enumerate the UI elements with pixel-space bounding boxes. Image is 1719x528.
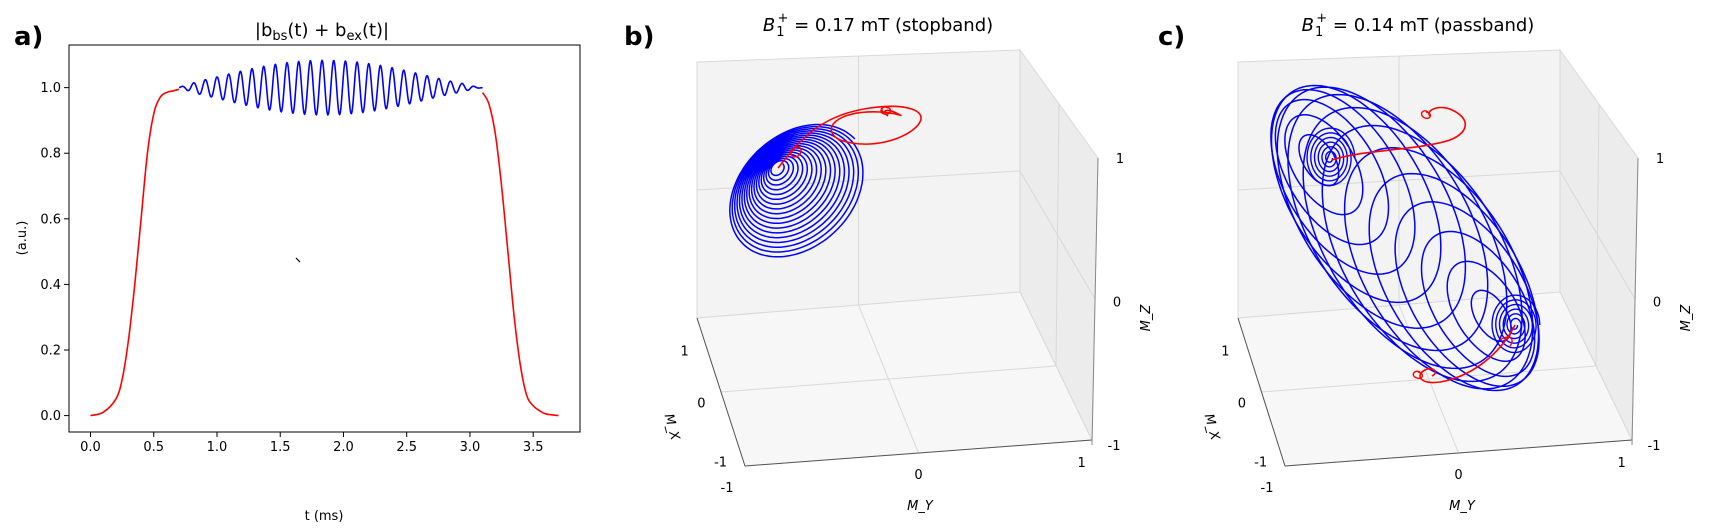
trajectory-ring-10	[1343, 147, 1534, 390]
z-axis-line	[1631, 157, 1639, 446]
x-tick-label: 0.5	[143, 440, 164, 455]
y-tick-label: 0.4	[40, 278, 61, 293]
y-axis-line	[744, 439, 1093, 467]
x-tick-label: 0	[697, 396, 705, 411]
trajectory-red-bottom-curl	[1412, 370, 1424, 380]
panel-b: b) B1+ = 0.17 mT (stopband) 1 0 -1 -1 0 1 1 0 -1…	[624, 11, 1154, 514]
x-tick-label: 2.5	[396, 440, 417, 455]
panel-a: a) |bbs(t) + bex(t)| 0.0 0.5 1.0 1.5 2.0 2.5 3…	[14, 20, 581, 524]
panel-a-y-ticks: 0.0 0.2 0.4 0.6 0.8 1.0	[40, 81, 69, 424]
z-tick-label: 0	[1653, 296, 1661, 311]
trajectory-ring-13	[1420, 230, 1536, 378]
trajectory-pole-spiral-1	[1491, 294, 1541, 354]
y-tick-label: 0.2	[40, 344, 61, 359]
z-tick-label: 1	[1656, 152, 1664, 167]
trajectory-ring-12	[1394, 201, 1540, 388]
panel-b-3d-axes: 1 0 -1 -1 0 1 1 0 -1 M_X M_Y M_Z	[661, 48, 1154, 514]
x-tick-label: 3.5	[523, 440, 544, 455]
z-tick-label: 0	[1113, 296, 1121, 311]
trajectory-red-top	[1331, 106, 1467, 161]
x-tick-label: 1	[680, 345, 688, 360]
panel-a-stray-mark	[295, 257, 301, 263]
y-tick-label: -1	[1261, 481, 1274, 496]
x-tick-label: -1	[714, 456, 727, 471]
panel-c-title: B1+ = 0.14 mT (passband)	[1302, 11, 1535, 40]
panel-b-title: B1+ = 0.17 mT (stopband)	[763, 11, 993, 40]
trajectory-red-curl	[880, 106, 892, 116]
trajectory-ring-2	[1284, 114, 1364, 216]
z-tick-label: 1	[1116, 152, 1124, 167]
series-line-2	[481, 92, 559, 417]
panel-a-ylabel: (a.u.)	[15, 221, 30, 256]
trajectory-ring-9	[1321, 124, 1523, 383]
trajectory-ring-11	[1368, 172, 1540, 392]
x-tick-label: 2.0	[333, 440, 354, 455]
trajectory-spiral-blue	[729, 123, 864, 258]
y-axis-label: M_Y	[1449, 499, 1476, 514]
trajectory-red-top-curl	[1420, 110, 1432, 120]
trajectory-red-mid	[1499, 336, 1513, 347]
y-axis-line	[1284, 439, 1633, 467]
panel-c-3d-axes: 1 0 -1 -1 0 1 1 0 -1 M_X M_Y M_Z	[1201, 48, 1694, 514]
x-tick-label: -1	[1254, 456, 1267, 471]
panel-a-x-ticks: 0.0 0.5 1.0 1.5 2.0 2.5 3.0 3.5	[80, 432, 544, 455]
trajectory-ring-8	[1302, 106, 1508, 370]
y-tick-label: -1	[721, 481, 734, 496]
z-tick-label: -1	[1648, 439, 1661, 454]
x-axis-label: M_X	[1201, 412, 1223, 443]
grid-line	[1559, 170, 1636, 300]
grid-line	[1261, 365, 1597, 393]
grid-line	[1237, 170, 1561, 191]
series-line-0	[90, 88, 180, 417]
y-axis-label: M_Y	[907, 499, 934, 514]
x-tick-label: 1.0	[207, 440, 228, 455]
y-tick-label: 0.0	[40, 409, 61, 424]
y-tick-label: 1	[1077, 456, 1085, 471]
x-axis-label: M_X	[661, 412, 683, 443]
z-axis-line	[1091, 157, 1099, 446]
x-tick-label: 1	[1221, 345, 1229, 360]
x-axis-line	[1237, 317, 1286, 467]
y-tick-label: 1	[1617, 456, 1625, 471]
panel-a-label: a)	[14, 22, 43, 52]
panel-c: c) B1+ = 0.14 mT (passband) 1 0 -1 -1 0 1 1 0 -1…	[1158, 11, 1694, 514]
trajectory-ring-7	[1287, 93, 1489, 352]
grid-line	[1019, 170, 1096, 300]
x-tick-label: 0	[1238, 396, 1246, 411]
panel-a-series	[90, 59, 559, 417]
panel-b-trajectory	[729, 105, 922, 258]
y-tick-label: 1.0	[40, 81, 61, 96]
panel-a-xlabel: t (ms)	[305, 509, 344, 524]
trajectory-ring-6	[1276, 86, 1467, 329]
x-axis-line	[696, 317, 746, 467]
panel-a-title: |bbs(t) + bex(t)|	[255, 20, 389, 44]
y-tick-label: 0.6	[40, 212, 61, 227]
x-tick-label: 0.0	[80, 440, 101, 455]
z-axis-label: M_Z	[1139, 304, 1154, 332]
x-tick-label: 1.5	[270, 440, 291, 455]
grid-line	[720, 365, 1057, 393]
trajectory-red-b	[789, 146, 802, 158]
panel-b-label: b)	[624, 22, 655, 52]
z-tick-label: -1	[1108, 439, 1121, 454]
y-tick-label: 0	[1454, 468, 1462, 483]
panel-c-label: c)	[1158, 22, 1185, 52]
x-tick-label: 3.0	[460, 440, 481, 455]
y-tick-label: 0	[914, 468, 922, 483]
series-line-1	[178, 59, 483, 116]
trajectory-red-bottom	[1419, 324, 1516, 384]
trajectory-ring-1	[1298, 134, 1340, 187]
panel-c-trajectory	[1270, 84, 1541, 392]
trajectory-ring-4	[1270, 88, 1416, 275]
z-axis-label: M_Z	[1679, 304, 1694, 332]
panel-a-plot-frame	[68, 44, 581, 433]
y-tick-label: 0.8	[40, 147, 61, 162]
trajectory-red-a	[777, 105, 922, 169]
